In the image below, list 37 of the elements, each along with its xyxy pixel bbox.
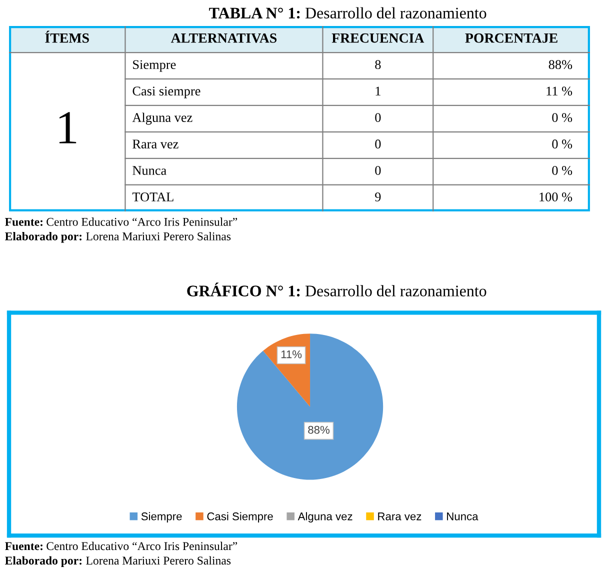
data-label: 11%: [281, 350, 302, 358]
text: Siempre: [133, 60, 176, 72]
text: 1: [59, 112, 76, 144]
category-label: ÍTEMS: [45, 30, 89, 43]
text: Elaborado por: Lorena Mariuxi Perero Salinas: [5, 556, 231, 567]
category-label: ALTERNATIVAS: [170, 33, 277, 43]
text: 0 %: [552, 113, 572, 122]
category-label: FRECUENCIA: [332, 33, 424, 43]
text: 8: [375, 60, 381, 70]
text: 0: [375, 113, 381, 122]
text: TABLA N° 1: Desarrollo del razonamiento: [209, 7, 486, 19]
text: Rara vez: [132, 140, 178, 148]
text: Alguna vez: [132, 112, 192, 125]
text: TOTAL: [132, 192, 174, 202]
text: 11 %: [546, 86, 572, 96]
chart-title: GRÁFICO N° 1: Desarrollo del razonamiento: [187, 282, 486, 296]
data-label: 88%: [308, 426, 330, 434]
text: 0 %: [552, 140, 572, 149]
text: Elaborado por: Lorena Mariuxi Perero Salinas: [5, 232, 231, 243]
pie-slice: [236, 334, 384, 480]
text: 0 %: [552, 166, 572, 175]
source-note: Fuente: Centro Educativo “Arco Iris Peninsular”: [5, 542, 238, 550]
category-label: PORCENTAJE: [465, 33, 558, 43]
legend-label: Casi Siempre: [207, 512, 273, 522]
legend-label: Rara vez: [378, 512, 422, 520]
legend-label: Alguna vez: [298, 512, 352, 522]
text: 88%: [548, 60, 572, 70]
text: 0: [375, 166, 381, 175]
text: Nunca: [132, 166, 166, 175]
source-note: Fuente: Centro Educativo “Arco Iris Peninsular”: [5, 218, 238, 226]
text: 9: [375, 192, 381, 202]
text: 1: [376, 86, 380, 96]
text: 0: [375, 140, 381, 148]
legend-label: Siempre: [141, 512, 182, 522]
text: Casi siempre: [132, 86, 200, 98]
text: 100 %: [540, 192, 572, 202]
legend-label: Nunca: [447, 512, 478, 520]
